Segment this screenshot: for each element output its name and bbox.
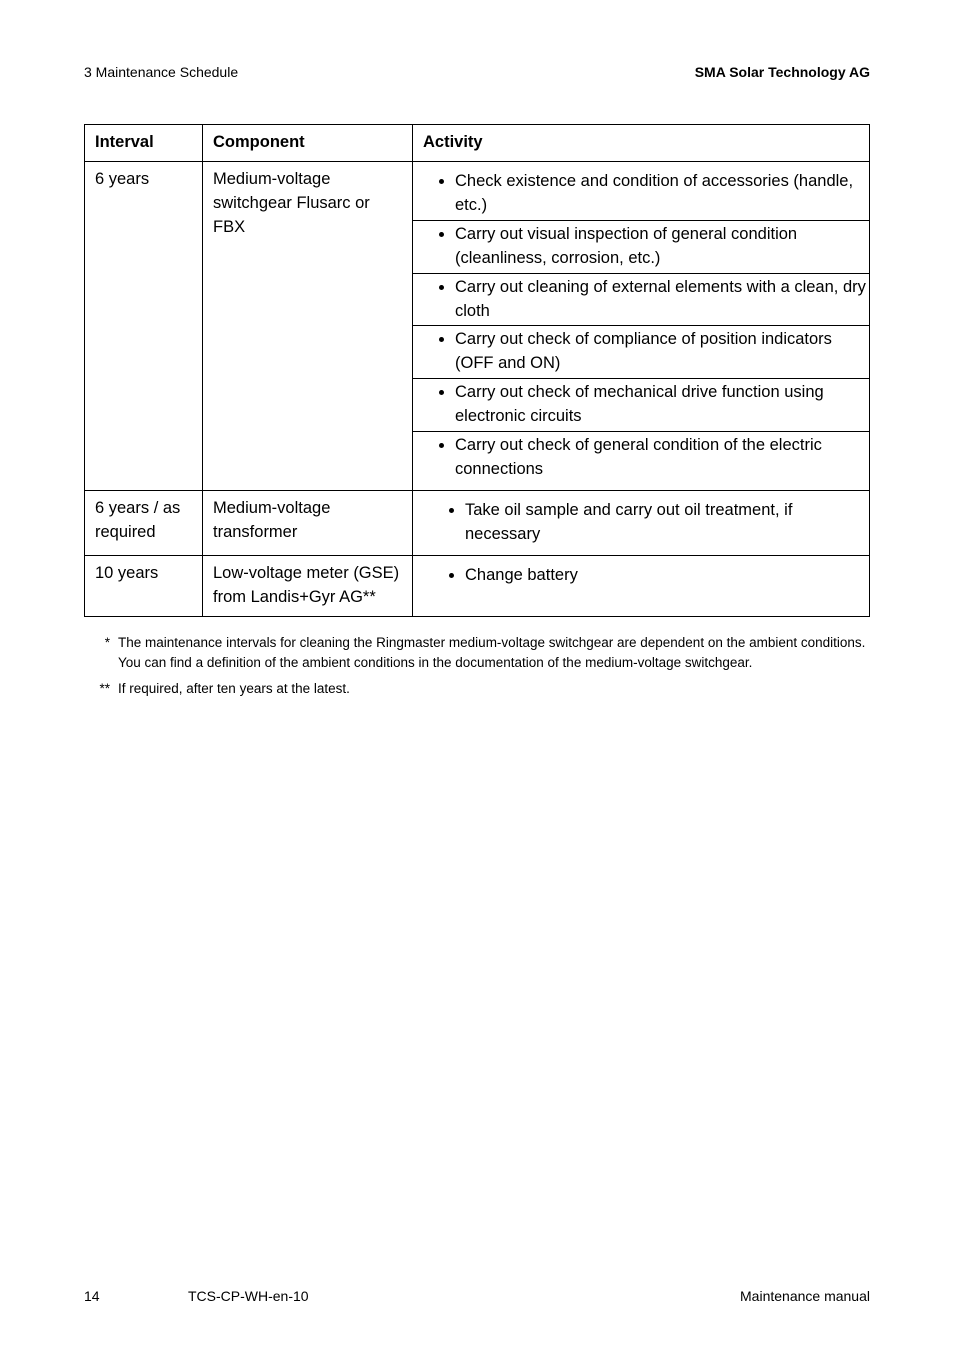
activity-item: Carry out visual inspection of general c… [455,221,869,273]
activity-item: Change battery [465,562,859,590]
footnotes: * The maintenance intervals for cleaning… [84,633,870,700]
footnote-text: If required, after ten years at the late… [118,679,870,699]
activity-item: Take oil sample and carry out oil treatm… [465,497,859,549]
cell-activity: Check existence and condition of accesso… [413,161,870,490]
maintenance-table: Interval Component Activity 6 years Medi… [84,124,870,617]
header-section-title: 3 Maintenance Schedule [84,64,238,80]
table-header-row: Interval Component Activity [85,125,870,162]
cell-interval: 6 years / as required [85,490,203,555]
cell-component: Low-voltage meter (GSE) from Landis+Gyr … [203,555,413,616]
page-header: 3 Maintenance Schedule SMA Solar Technol… [84,64,870,80]
col-header-interval: Interval [85,125,203,162]
table-row: 6 years / as required Medium-voltage tra… [85,490,870,555]
activity-item: Carry out cleaning of external elements … [455,274,869,326]
table-row: 10 years Low-voltage meter (GSE) from La… [85,555,870,616]
footer-doc-id: TCS-CP-WH-en-10 [188,1288,309,1304]
header-company: SMA Solar Technology AG [695,64,870,80]
footnote-text: The maintenance intervals for cleaning t… [118,633,870,674]
cell-interval: 6 years [85,161,203,490]
footnote: * The maintenance intervals for cleaning… [84,633,870,674]
cell-activity: Change battery [413,555,870,616]
table-row: 6 years Medium-voltage switchgear Flusar… [85,161,870,490]
cell-activity: Take oil sample and carry out oil treatm… [413,490,870,555]
col-header-activity: Activity [413,125,870,162]
footnote-mark: ** [84,679,110,699]
cell-component: Medium-voltage switchgear Flusarc or FBX [203,161,413,490]
cell-component: Medium-voltage transformer [203,490,413,555]
footnote: ** If required, after ten years at the l… [84,679,870,699]
footer-doc-type: Maintenance manual [740,1288,870,1304]
cell-interval: 10 years [85,555,203,616]
footnote-mark: * [84,633,110,674]
activity-item: Carry out check of mechanical drive func… [455,379,869,431]
page-footer: 14 TCS-CP-WH-en-10 Maintenance manual [84,1288,870,1304]
activity-item: Carry out check of general condition of … [455,432,869,484]
activity-item: Check existence and condition of accesso… [455,168,869,220]
col-header-component: Component [203,125,413,162]
activity-item: Carry out check of compliance of positio… [455,326,869,378]
footer-page-number: 14 [84,1288,100,1304]
